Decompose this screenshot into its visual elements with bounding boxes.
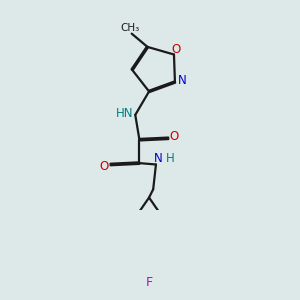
Text: O: O [100, 160, 109, 173]
Text: N: N [178, 74, 186, 87]
Text: HN: HN [116, 107, 134, 120]
Text: O: O [170, 130, 179, 142]
Text: CH₃: CH₃ [121, 22, 140, 33]
Text: O: O [172, 43, 181, 56]
Text: F: F [146, 276, 153, 289]
Text: H: H [166, 152, 175, 166]
Text: N: N [154, 152, 163, 166]
